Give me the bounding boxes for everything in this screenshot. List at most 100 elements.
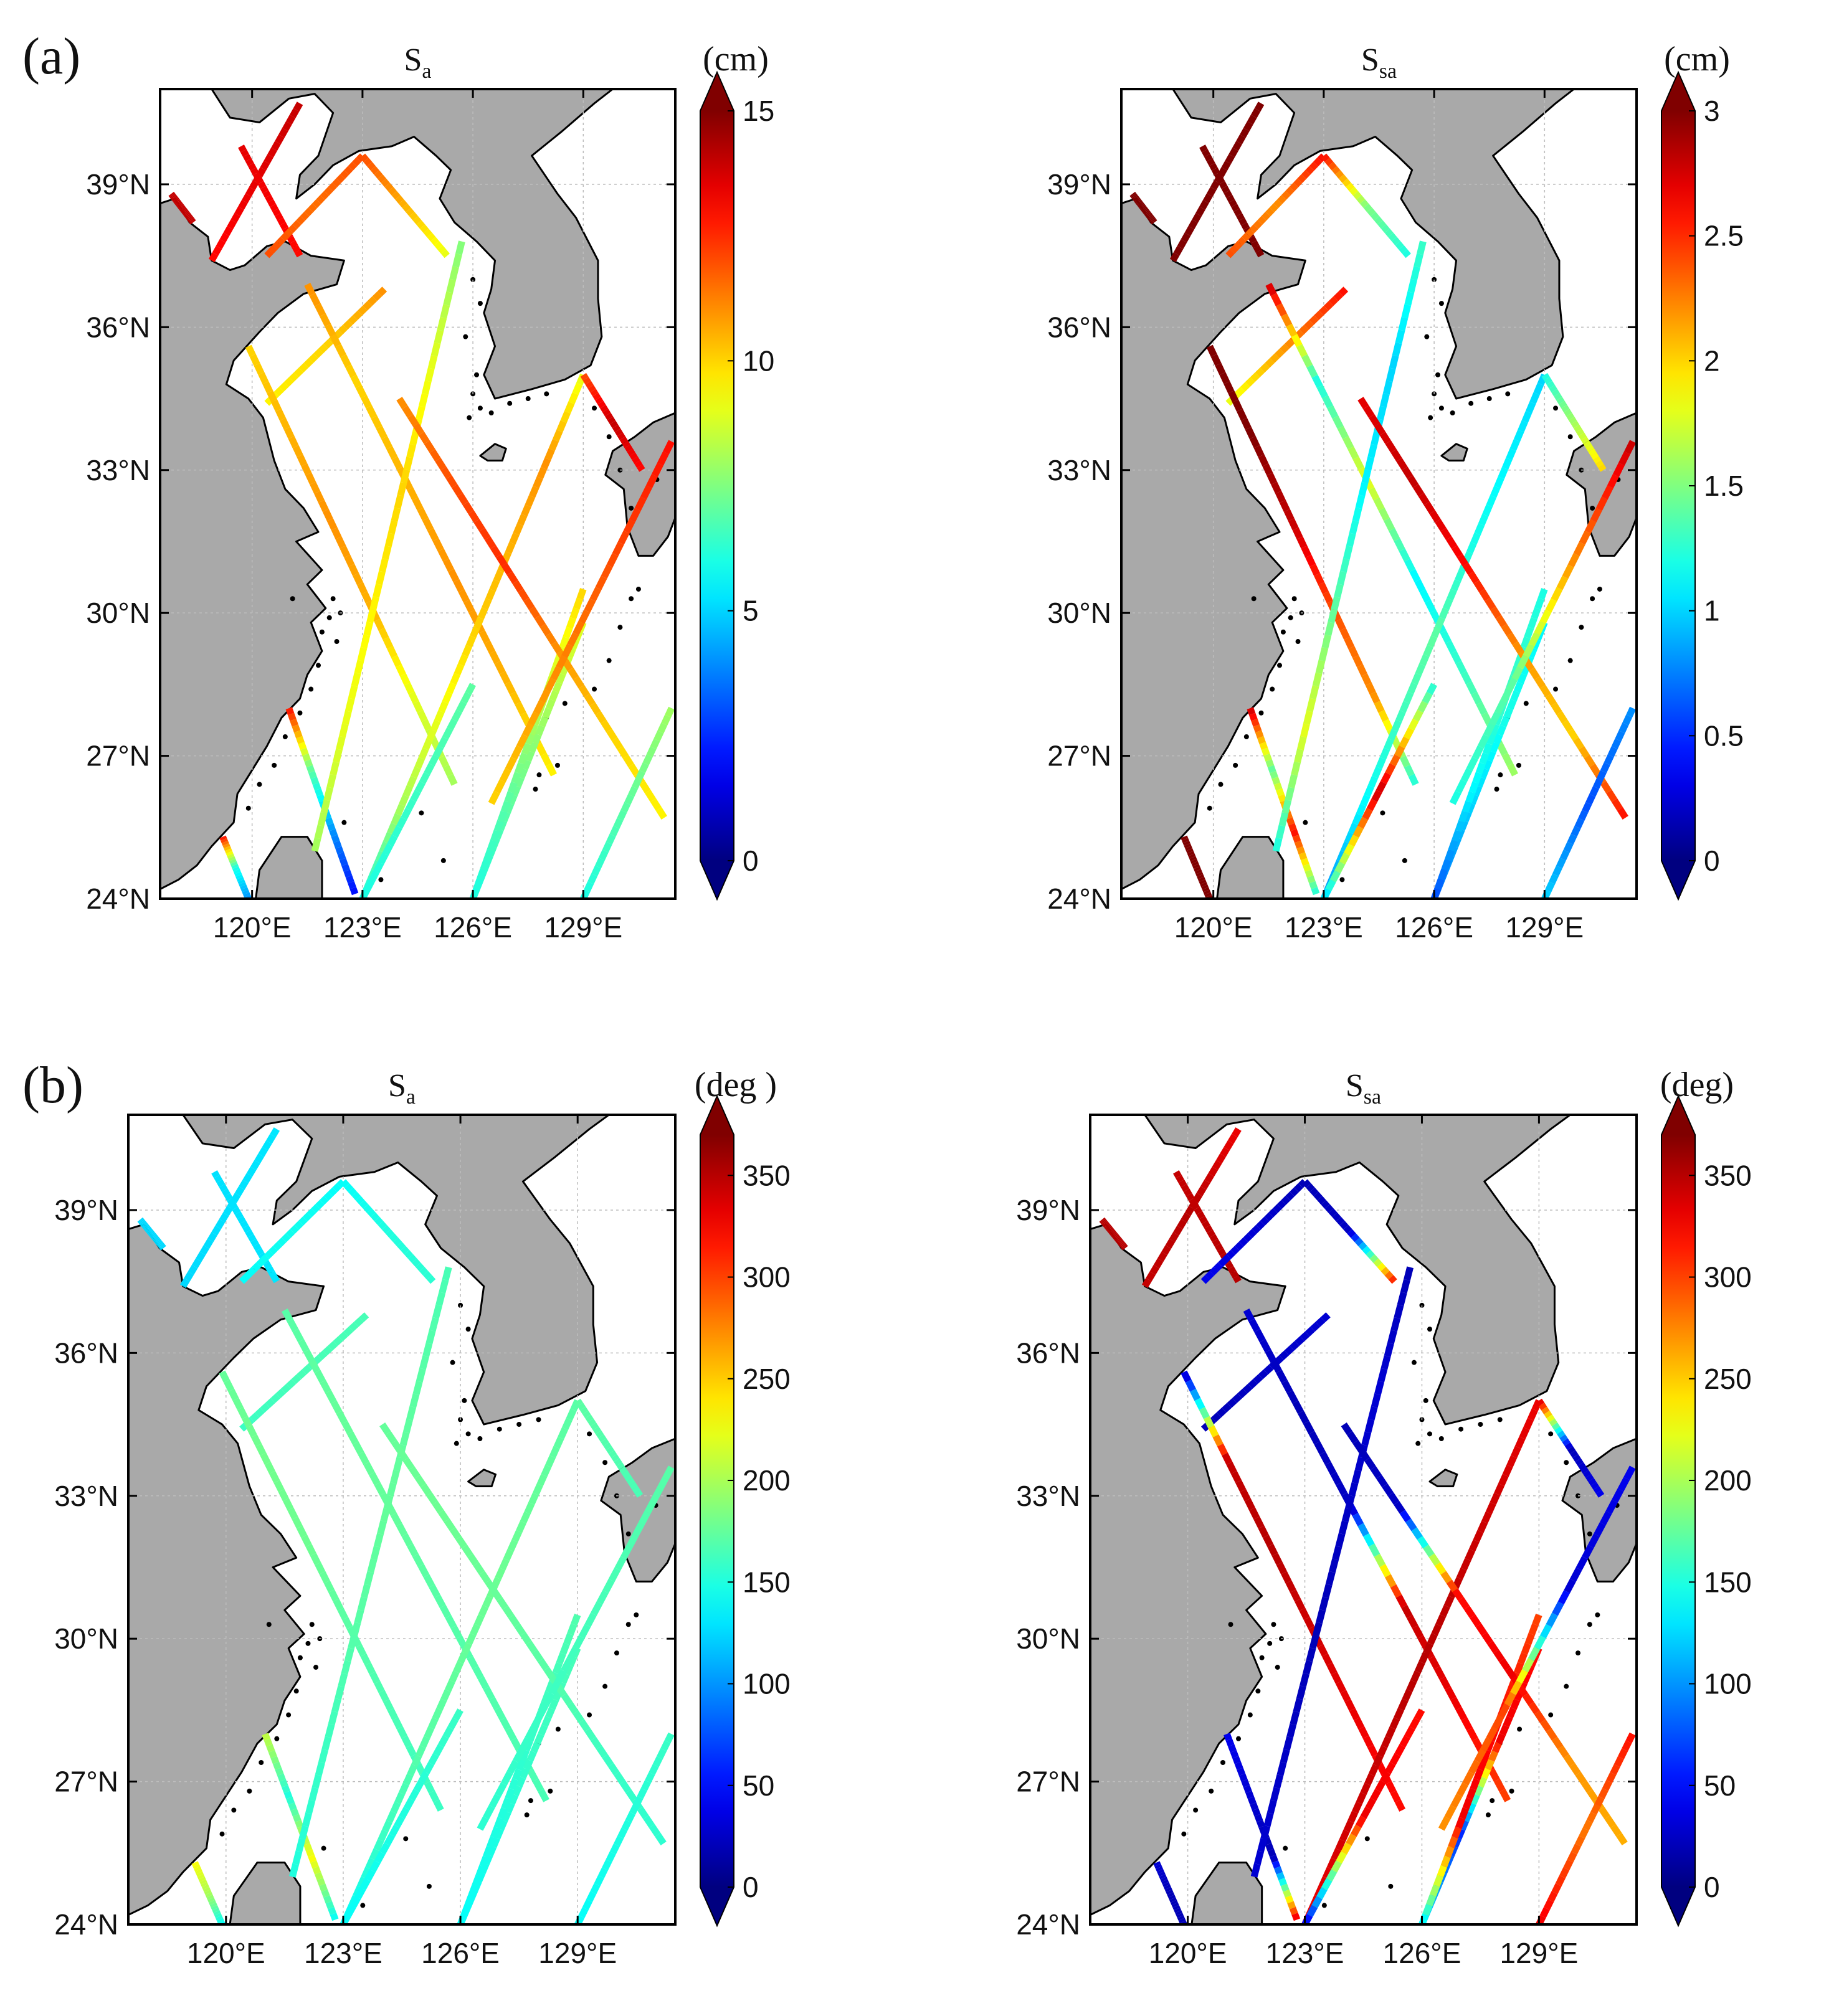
- track-segment: [462, 645, 472, 657]
- track-segment: [1331, 1848, 1342, 1861]
- track-segment: [310, 1860, 319, 1869]
- track-segment: [1399, 755, 1410, 768]
- track-segment: [188, 217, 196, 224]
- track-segment: [169, 192, 176, 199]
- track-segment: [1240, 382, 1250, 392]
- track-segment: [278, 128, 288, 138]
- track-segment: [1447, 589, 1457, 601]
- track-segment: [1582, 1545, 1594, 1559]
- track-segment: [223, 1379, 235, 1392]
- track-segment: [286, 1796, 295, 1805]
- track-segment: [1404, 291, 1415, 306]
- track-segment: [1322, 591, 1333, 603]
- track-segment: [406, 207, 415, 217]
- track-segment: [1422, 691, 1433, 704]
- track-segment: [240, 887, 249, 892]
- track-segment: [1253, 445, 1265, 458]
- track-segment: [328, 182, 338, 192]
- track-segment: [1194, 869, 1202, 874]
- track-segment: [528, 711, 539, 726]
- track-segment: [1206, 344, 1217, 357]
- islet: [1380, 810, 1385, 816]
- track-segment: [1577, 1462, 1586, 1470]
- track-segment: [323, 787, 334, 802]
- islet: [536, 772, 542, 778]
- track-segment: [1580, 436, 1589, 445]
- track-segment: [242, 1173, 253, 1183]
- track-segment: [140, 1221, 147, 1227]
- track-segment: [554, 1669, 567, 1684]
- track-segment: [419, 393, 429, 408]
- islet: [617, 625, 623, 630]
- track-segment: [184, 1271, 194, 1282]
- track-segment: [493, 820, 504, 833]
- track-segment: [574, 1398, 583, 1407]
- colorbar-tick-label: 10: [743, 344, 774, 377]
- islet: [274, 1736, 280, 1741]
- track-segment: [243, 892, 251, 897]
- track-segment: [1499, 1789, 1511, 1802]
- track-segment: [381, 178, 390, 187]
- track-segment: [232, 1206, 241, 1215]
- track-segment: [1361, 469, 1372, 484]
- track-segment: [379, 1422, 391, 1436]
- track-segment: [1397, 1698, 1409, 1711]
- track-segment: [1332, 415, 1344, 429]
- satellite-track: [1141, 1127, 1242, 1289]
- track-segment: [411, 766, 421, 778]
- track-segment: [216, 1179, 226, 1188]
- track-segment: [494, 1706, 506, 1721]
- colorbar-tick-label: 0: [743, 845, 759, 877]
- track-segment: [206, 1895, 214, 1900]
- satellite-track: [1200, 1312, 1331, 1432]
- track-segment: [534, 1733, 544, 1745]
- track-segment: [1519, 1427, 1530, 1440]
- track-segment: [1250, 1863, 1261, 1878]
- track-segment: [1321, 1878, 1333, 1891]
- track-segment: [219, 1184, 228, 1192]
- track-segment: [250, 167, 259, 176]
- track-segment: [1510, 1680, 1523, 1695]
- track-segment: [398, 199, 408, 208]
- track-segment: [616, 1462, 625, 1470]
- track-segment: [373, 1533, 384, 1548]
- track-segment: [556, 655, 568, 670]
- islet: [1587, 1531, 1592, 1536]
- track-segment: [1495, 1733, 1506, 1745]
- track-segment: [1212, 1238, 1221, 1247]
- track-segment: [1206, 158, 1215, 166]
- track-segment: [1399, 1735, 1410, 1748]
- track-segment: [1347, 446, 1359, 460]
- track-segment: [228, 1388, 239, 1401]
- track-segment: [550, 666, 563, 681]
- track-segment: [1328, 608, 1338, 623]
- track-segment: [1556, 857, 1566, 869]
- panel-label-a: (a): [22, 27, 80, 85]
- track-segment: [514, 776, 525, 788]
- track-segment: [573, 597, 583, 610]
- track-segment: [477, 868, 487, 881]
- track-segment: [584, 1728, 596, 1741]
- track-segment: [1399, 736, 1410, 749]
- track-segment: [442, 691, 453, 704]
- jeju-island: [467, 1469, 497, 1487]
- track-segment: [549, 690, 559, 702]
- islet: [308, 686, 314, 692]
- track-segment: [1443, 1596, 1455, 1608]
- track-segment: [1573, 541, 1585, 556]
- track-segment: [1277, 195, 1286, 204]
- track-segment: [1131, 194, 1138, 200]
- track-segment: [219, 1370, 230, 1383]
- islet: [1270, 686, 1275, 692]
- islet: [266, 1622, 272, 1627]
- track-segment: [650, 798, 662, 811]
- lat-tick-label: 27°N: [54, 1766, 118, 1798]
- islet: [1423, 1398, 1428, 1403]
- track-segment: [561, 1658, 573, 1673]
- track-segment: [1385, 1781, 1397, 1794]
- track-segment: [1595, 1490, 1605, 1498]
- track-segment: [306, 1208, 316, 1218]
- track-segment: [331, 527, 342, 540]
- track-segment: [428, 1717, 439, 1730]
- track-segment: [1377, 405, 1387, 420]
